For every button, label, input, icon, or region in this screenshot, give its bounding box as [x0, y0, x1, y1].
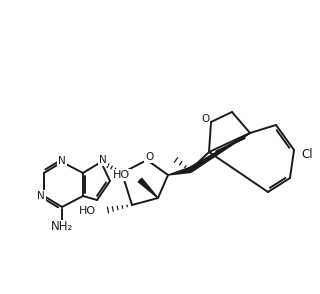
- Text: NH₂: NH₂: [51, 220, 73, 233]
- Polygon shape: [189, 133, 250, 172]
- Text: HO: HO: [79, 206, 96, 216]
- Text: Cl: Cl: [301, 148, 313, 161]
- Polygon shape: [138, 178, 158, 198]
- Text: N: N: [58, 156, 66, 166]
- Text: O: O: [201, 114, 209, 124]
- Text: N: N: [99, 155, 107, 165]
- Text: O: O: [145, 152, 153, 162]
- Text: HO: HO: [113, 170, 130, 180]
- Polygon shape: [168, 168, 190, 175]
- Text: N: N: [37, 191, 45, 201]
